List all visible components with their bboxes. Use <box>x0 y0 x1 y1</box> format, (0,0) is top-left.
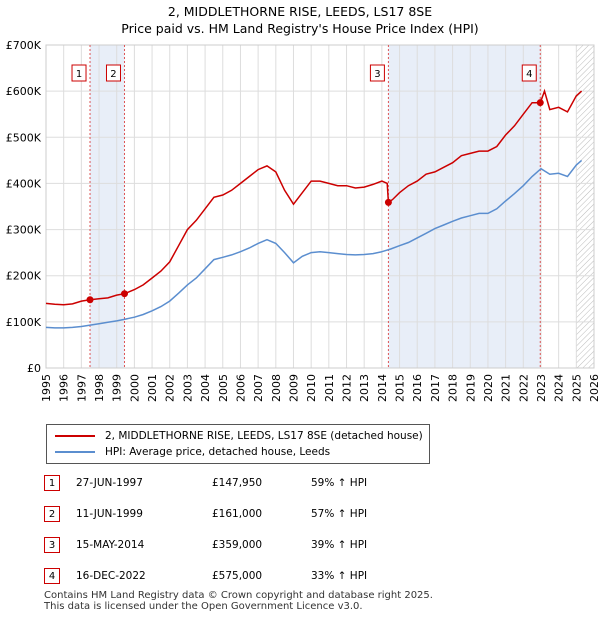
sale-point <box>120 290 128 298</box>
x-tick-label: 2008 <box>270 374 283 402</box>
property-price-line <box>45 88 583 306</box>
sale-row: 3 15-MAY-2014 £359,000 39% ↑ HPI <box>44 535 464 555</box>
sale-hpi-diff: 33% ↑ HPI <box>311 570 368 582</box>
price-chart: £0 £100K £200K £300K £400K £500K £600K £700K 199… <box>6 39 600 402</box>
sale-marker-box <box>521 64 537 82</box>
x-tick-label: 2004 <box>199 374 212 402</box>
sale-price: £161,000 <box>212 508 263 520</box>
sale-date: 16-DEC-2022 <box>76 570 146 582</box>
x-tick-label: 2021 <box>500 374 513 402</box>
chart-title: 2, MIDDLETHORNE RISE, LEEDS, LS17 8SE <box>167 4 433 19</box>
sale-point <box>536 99 544 107</box>
plot-border <box>45 44 595 369</box>
sale-row: 1 27-JUN-1997 £147,950 59% ↑ HPI <box>44 473 464 493</box>
sale-marker-label: 1 <box>76 69 82 80</box>
sale-hpi-diff: 59% ↑ HPI <box>311 477 368 489</box>
sale-marker-number: 3 <box>44 537 60 553</box>
sale-hpi-diff: 39% ↑ HPI <box>311 539 368 551</box>
y-tick-label: £600K <box>6 85 42 98</box>
y-tick-label: £400K <box>6 177 42 190</box>
sale-row: 2 11-JUN-1999 £161,000 57% ↑ HPI <box>44 504 464 524</box>
x-tick-label: 2014 <box>376 374 389 402</box>
x-tick-label: 2023 <box>535 374 548 402</box>
sale-price: £147,950 <box>212 477 263 489</box>
x-tick-label: 2000 <box>128 374 141 402</box>
legend: 2, MIDDLETHORNE RISE, LEEDS, LS17 8SE (d… <box>46 424 430 464</box>
x-tick-label: 2025 <box>570 374 583 402</box>
x-tick-label: 2011 <box>323 374 336 402</box>
sale-marker-number: 4 <box>44 568 60 584</box>
ownership-shade <box>388 45 541 368</box>
y-tick-label: £300K <box>6 224 42 237</box>
x-tick-label: 2017 <box>429 374 442 402</box>
x-tick-label: 2005 <box>217 374 230 402</box>
x-tick-label: 1995 <box>40 374 53 402</box>
sale-point <box>86 296 94 304</box>
sale-price: £575,000 <box>212 570 263 582</box>
x-tick-label: 1998 <box>93 374 106 402</box>
x-tick-label: 1997 <box>75 374 88 402</box>
sale-marker-box <box>369 64 385 82</box>
sale-marker-number: 1 <box>44 475 60 491</box>
chart-subtitle: Price paid vs. HM Land Registry's House … <box>121 21 479 36</box>
x-tick-label: 2020 <box>482 374 495 402</box>
sale-date: 27-JUN-1997 <box>76 477 143 489</box>
x-tick-label: 2026 <box>588 374 600 402</box>
sale-date: 15-MAY-2014 <box>76 539 145 551</box>
x-tick-label: 2024 <box>553 374 566 402</box>
sale-point <box>384 198 392 206</box>
footer-line-1: Contains HM Land Registry data © Crown c… <box>44 590 433 601</box>
x-tick-label: 2009 <box>287 374 300 402</box>
y-tick-label: £100K <box>6 316 42 329</box>
sale-marker-label: 2 <box>110 69 116 80</box>
sale-hpi-diff: 57% ↑ HPI <box>311 508 368 520</box>
x-tick-label: 2001 <box>146 374 159 402</box>
legend-label-hpi: HPI: Average price, detached house, Leed… <box>105 446 331 458</box>
x-tick-label: 2022 <box>517 374 530 402</box>
footer-attribution: Contains HM Land Registry data © Crown c… <box>44 590 433 612</box>
x-tick-label: 1996 <box>58 374 71 402</box>
sale-date: 11-JUN-1999 <box>76 508 143 520</box>
x-tick-label: 1999 <box>111 374 124 402</box>
sale-marker-label: 3 <box>374 69 380 80</box>
hpi-line <box>45 159 583 329</box>
sale-marker-number: 2 <box>44 506 60 522</box>
x-tick-label: 2018 <box>447 374 460 402</box>
legend-item-hpi: HPI: Average price, detached house, Leed… <box>55 444 330 460</box>
x-tick-label: 2003 <box>181 374 194 402</box>
y-tick-label: £0 <box>27 362 41 375</box>
y-tick-label: £200K <box>6 270 42 283</box>
x-tick-label: 2002 <box>164 374 177 402</box>
legend-swatch-property <box>55 435 95 437</box>
x-tick-label: 2015 <box>394 374 407 402</box>
sale-marker-label: 4 <box>526 69 532 80</box>
sale-row: 4 16-DEC-2022 £575,000 33% ↑ HPI <box>44 566 464 586</box>
x-tick-label: 2007 <box>252 374 265 402</box>
x-tick-label: 2013 <box>358 374 371 402</box>
ownership-shade <box>90 45 125 368</box>
y-tick-label: £700K <box>6 39 42 52</box>
x-tick-label: 2006 <box>234 374 247 402</box>
legend-label-property: 2, MIDDLETHORNE RISE, LEEDS, LS17 8SE (d… <box>105 430 423 442</box>
x-tick-label: 2016 <box>411 374 424 402</box>
legend-item-property: 2, MIDDLETHORNE RISE, LEEDS, LS17 8SE (d… <box>55 428 423 444</box>
x-tick-label: 2019 <box>464 374 477 402</box>
footer-line-2: This data is licensed under the Open Gov… <box>44 601 363 612</box>
sale-price: £359,000 <box>212 539 263 551</box>
x-tick-label: 2010 <box>305 374 318 402</box>
x-tick-label: 2012 <box>341 374 354 402</box>
legend-swatch-hpi <box>55 451 95 453</box>
sale-marker-box <box>105 64 121 82</box>
forecast-hatch <box>576 45 594 368</box>
sale-marker-box <box>71 64 87 82</box>
y-tick-label: £500K <box>6 131 42 144</box>
